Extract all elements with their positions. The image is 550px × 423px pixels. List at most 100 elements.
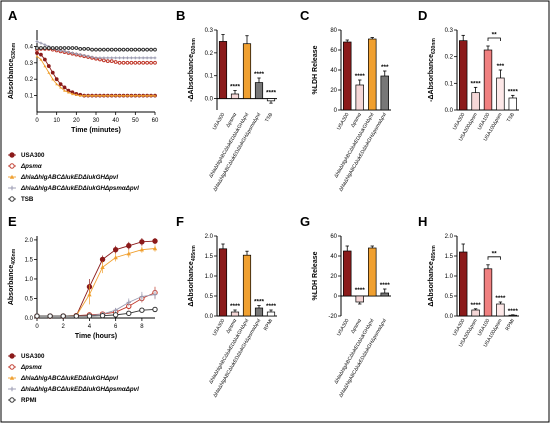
marker-ring xyxy=(141,47,146,52)
marker-ring xyxy=(145,60,150,65)
y-axis-title-main: Absorbance xyxy=(8,265,15,306)
marker-triangle xyxy=(59,86,62,89)
significance-stars: **** xyxy=(471,302,482,309)
y-tick-label: 60 xyxy=(330,48,337,54)
y-tick-label: 40 xyxy=(330,68,337,74)
significance-stars: **** xyxy=(254,299,265,306)
marker-triangle xyxy=(82,94,86,97)
y-tick-label: 80 xyxy=(330,28,337,34)
bar xyxy=(230,311,240,317)
marker-ring xyxy=(141,60,146,65)
x-tick-label: 30 xyxy=(93,118,100,124)
bar xyxy=(230,93,240,99)
significance-stars: **** xyxy=(380,282,391,289)
marker-triangle xyxy=(87,292,92,297)
legend-label: ΔhlaΔhlgABCΔlukEDΔlukGHΔpvl xyxy=(20,375,118,382)
bar xyxy=(254,82,264,99)
marker-triangle xyxy=(153,94,157,97)
y-axis-title-main: %LDH Release xyxy=(312,45,319,94)
legend-label: TSB xyxy=(21,196,34,203)
marker-ring xyxy=(34,313,40,319)
category-label: TSB xyxy=(264,111,274,123)
marker-ring xyxy=(121,60,126,65)
bar xyxy=(355,84,364,111)
marker-ring xyxy=(90,47,94,52)
bar xyxy=(254,307,264,317)
bar xyxy=(496,303,505,317)
bar xyxy=(496,77,505,111)
marker-ring xyxy=(99,312,106,319)
y-axis-title: Absorbance405nm xyxy=(8,248,17,305)
significance-bracket xyxy=(487,256,501,260)
bar xyxy=(459,251,468,317)
bar xyxy=(459,40,468,111)
marker-ring xyxy=(121,47,126,52)
marker-ring xyxy=(117,60,122,65)
series-TSB xyxy=(35,46,157,52)
marker-triangle xyxy=(67,90,70,94)
legend-label: USA300 xyxy=(21,152,45,159)
marker-triangle xyxy=(43,64,47,68)
y-axis-title-sub: 405nm xyxy=(11,248,17,264)
marker-dot xyxy=(58,82,63,87)
y-tick-label: 0.1 xyxy=(445,81,454,87)
marker-dot xyxy=(46,64,51,68)
bracket-stars: ** xyxy=(492,32,498,39)
marker-ring xyxy=(133,60,138,65)
marker-ring xyxy=(98,47,102,52)
marker-triangle xyxy=(133,94,137,97)
x-tick-label: 8 xyxy=(140,324,144,330)
significance-stars: **** xyxy=(254,71,265,78)
x-axis-title: Time (hours) xyxy=(75,333,117,340)
marker-ring xyxy=(46,46,51,50)
legend-label: Δpsmα xyxy=(20,364,43,371)
marker-ring xyxy=(125,60,130,65)
marker-triangle xyxy=(90,94,94,97)
panel-E: E 0.0 0.5 1.0 1.5 2.0 0 2 4 6 8 Time (hours) Absorba… xyxy=(8,214,158,340)
legend-label: RPMI xyxy=(21,397,37,404)
marker-ring xyxy=(50,46,55,50)
marker-triangle xyxy=(126,94,129,97)
bar xyxy=(343,250,352,297)
y-tick-label: 0.0 xyxy=(25,316,34,322)
marker-triangle xyxy=(130,94,133,97)
legend-label: USA300 xyxy=(21,353,45,360)
marker-ring xyxy=(9,163,15,169)
marker-ring xyxy=(54,46,59,50)
legend-label: ΔhlaΔhlgABCΔlukEDΔlukGHΔpsmαΔpvl xyxy=(20,386,139,393)
x-tick-label: 40 xyxy=(112,118,119,124)
x-tick-label: 6 xyxy=(114,324,118,330)
y-axis-title-main: %LDH Release xyxy=(312,251,319,300)
significance-stars: **** xyxy=(355,73,366,80)
marker-dot xyxy=(9,152,15,158)
series-line xyxy=(37,248,156,317)
panel-letter: H xyxy=(418,214,427,229)
category-label: TSB xyxy=(506,111,516,123)
marker-ring xyxy=(60,313,66,319)
marker-triangle xyxy=(137,94,141,97)
marker-dot xyxy=(126,243,132,249)
marker-triangle xyxy=(78,94,82,97)
bar xyxy=(483,268,493,317)
marker-triangle xyxy=(94,94,98,97)
marker-ring xyxy=(137,60,142,65)
bar xyxy=(368,247,377,297)
y-axis-title: Absorbance630nm xyxy=(8,42,17,99)
marker-dot xyxy=(42,57,47,62)
marker-triangle xyxy=(139,247,145,252)
marker-dot xyxy=(9,353,15,359)
panel-letter: C xyxy=(300,8,310,23)
y-axis-title-main: Absorbance xyxy=(8,59,15,100)
marker-triangle xyxy=(55,82,59,86)
marker-ring xyxy=(113,60,118,64)
marker-ring xyxy=(139,307,145,313)
series-Δpsmα xyxy=(34,286,158,319)
bar xyxy=(483,49,493,111)
marker-ring xyxy=(66,46,71,50)
y-axis-title-sub: 630nm xyxy=(431,38,437,54)
y-tick-label: 0.1 xyxy=(205,74,214,80)
bracket-stars: ** xyxy=(492,250,498,257)
y-tick-label: 1.0 xyxy=(205,274,214,280)
marker-dot xyxy=(62,85,67,90)
